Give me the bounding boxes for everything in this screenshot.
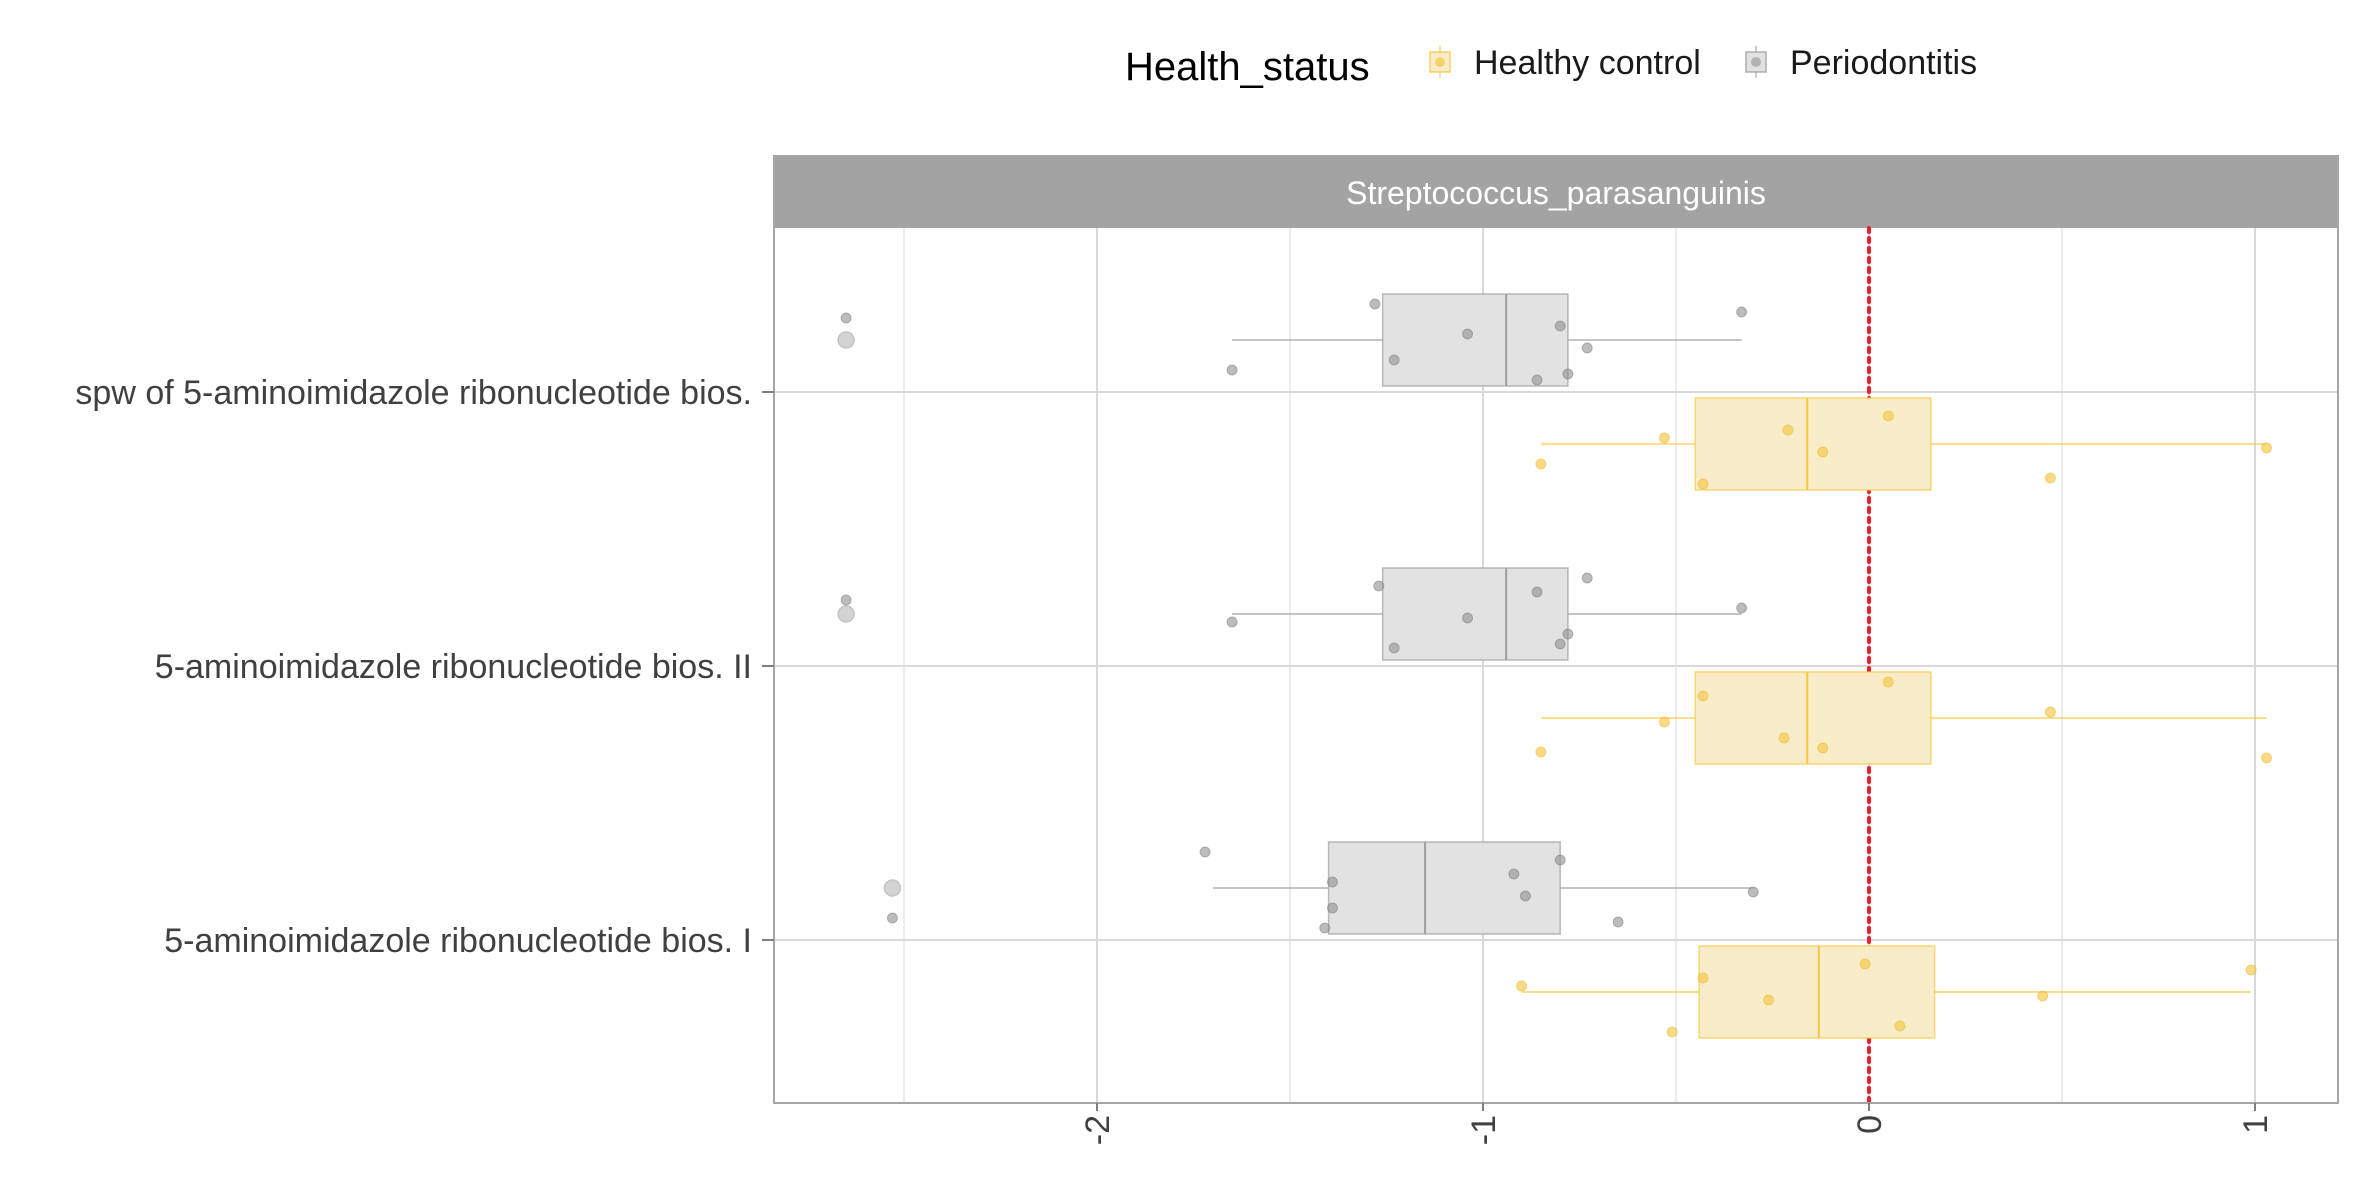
periodontitis-box xyxy=(837,293,1742,387)
legend-entry-healthy: Healthy control xyxy=(1429,44,1701,82)
data-point xyxy=(1882,410,1894,422)
periodontitis-box xyxy=(837,567,1742,661)
outlier-point xyxy=(837,331,855,349)
data-point xyxy=(1326,876,1338,888)
legend-title: Health_status xyxy=(1125,45,1370,89)
panel-border xyxy=(773,155,2339,1104)
box-iqr xyxy=(1327,841,1561,935)
box-iqr xyxy=(1381,293,1569,387)
healthy-box xyxy=(1540,397,2267,491)
data-point xyxy=(840,312,852,324)
data-point xyxy=(1658,432,1670,444)
legend: Health_status Healthy control Periodontit… xyxy=(1125,44,1977,89)
data-point xyxy=(1562,628,1574,640)
gridlines xyxy=(774,228,2338,1103)
data-point xyxy=(1859,958,1871,970)
data-point xyxy=(1747,886,1759,898)
data-point xyxy=(1581,572,1593,584)
data-point xyxy=(1373,580,1385,592)
data-point xyxy=(1697,478,1709,490)
data-point xyxy=(1369,298,1381,310)
data-point xyxy=(1554,854,1566,866)
y-axis-labels: spw of 5-aminoimidazole ribonucleotide b… xyxy=(75,374,774,960)
data-point xyxy=(1388,642,1400,654)
data-point xyxy=(1462,328,1474,340)
y-axis-label: 5-aminoimidazole ribonucleotide bios. I xyxy=(164,922,752,960)
y-axis-label: spw of 5-aminoimidazole ribonucleotide b… xyxy=(75,374,752,412)
data-point xyxy=(1612,916,1624,928)
data-point xyxy=(1319,922,1331,934)
data-point xyxy=(1226,616,1238,628)
data-point xyxy=(1736,602,1748,614)
data-point xyxy=(2044,472,2056,484)
y-axis-label: 5-aminoimidazole ribonucleotide bios. II xyxy=(155,648,752,686)
box-iqr xyxy=(1694,671,1932,765)
legend-key-point xyxy=(1751,57,1761,67)
data-point xyxy=(1562,368,1574,380)
data-point xyxy=(1658,716,1670,728)
data-point xyxy=(1531,586,1543,598)
data-point xyxy=(1817,446,1829,458)
data-point xyxy=(1535,746,1547,758)
box-iqr xyxy=(1694,397,1932,491)
data-point xyxy=(1554,638,1566,650)
data-point xyxy=(840,594,852,606)
outlier-point xyxy=(883,879,902,897)
x-axis-tick-label: -1 xyxy=(1465,1115,1503,1145)
data-point xyxy=(2261,442,2273,454)
facet-strip-background xyxy=(774,156,2338,228)
box-iqr xyxy=(1698,945,1936,1039)
data-point xyxy=(1508,868,1520,880)
data-point xyxy=(1531,374,1543,386)
healthy-box xyxy=(1540,671,2267,765)
data-point xyxy=(1326,902,1338,914)
data-point xyxy=(1782,424,1794,436)
x-axis-tick-label: -2 xyxy=(1079,1115,1117,1145)
periodontitis-box xyxy=(883,841,1754,935)
data-point xyxy=(1736,306,1748,318)
data-point xyxy=(1535,458,1547,470)
legend-entry-periodontitis: Periodontitis xyxy=(1745,44,1977,82)
data-point xyxy=(2261,752,2273,764)
legend-label: Healthy control xyxy=(1474,44,1701,82)
healthy-box xyxy=(1521,945,2252,1039)
legend-key-point xyxy=(1435,57,1445,67)
data-point xyxy=(1666,1026,1678,1038)
data-point xyxy=(2044,706,2056,718)
data-point xyxy=(2037,990,2049,1002)
facet-title: Streptococcus_parasanguinis xyxy=(1346,175,1766,211)
data-point xyxy=(886,912,898,924)
data-point xyxy=(1226,364,1238,376)
x-axis-tick-label: 0 xyxy=(1851,1115,1889,1134)
boxes xyxy=(837,293,2267,1039)
x-axis-tick-labels: -2 -1 0 1 xyxy=(1079,1103,2275,1145)
data-point xyxy=(1519,890,1531,902)
data-point xyxy=(1882,676,1894,688)
box-iqr xyxy=(1381,567,1569,661)
data-point xyxy=(1516,980,1528,992)
data-point xyxy=(1697,972,1709,984)
outlier-point xyxy=(837,605,855,623)
data-point xyxy=(2245,964,2257,976)
data-point xyxy=(1388,354,1400,366)
data-point xyxy=(1817,742,1829,754)
x-axis-tick-label: 1 xyxy=(2237,1115,2275,1134)
legend-label: Periodontitis xyxy=(1790,44,1977,82)
data-point xyxy=(1462,612,1474,624)
data-point xyxy=(1894,1020,1906,1032)
data-point xyxy=(1763,994,1775,1006)
data-point xyxy=(1199,846,1211,858)
data-point xyxy=(1697,690,1709,702)
jitter-points xyxy=(840,298,2273,1038)
data-point xyxy=(1581,342,1593,354)
data-point xyxy=(1554,320,1566,332)
data-point xyxy=(1778,732,1790,744)
facet-strip: Streptococcus_parasanguinis xyxy=(774,156,2338,228)
